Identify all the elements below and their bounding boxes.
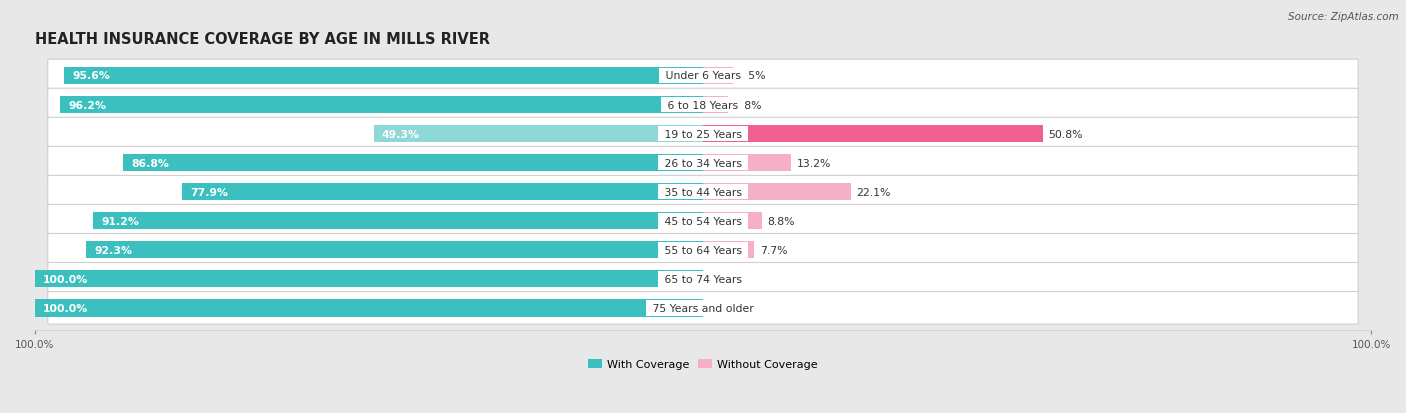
- FancyBboxPatch shape: [48, 60, 1358, 93]
- Text: 26 to 34 Years: 26 to 34 Years: [661, 158, 745, 168]
- Text: 0.0%: 0.0%: [709, 303, 737, 313]
- Text: 75 Years and older: 75 Years and older: [650, 303, 756, 313]
- Bar: [703, 68, 733, 85]
- FancyBboxPatch shape: [48, 89, 1358, 121]
- Text: 92.3%: 92.3%: [94, 245, 132, 255]
- FancyBboxPatch shape: [48, 176, 1358, 209]
- Text: 86.8%: 86.8%: [131, 158, 169, 168]
- Text: 13.2%: 13.2%: [797, 158, 831, 168]
- Bar: [60, 97, 703, 114]
- Bar: [86, 242, 703, 259]
- Text: 3.8%: 3.8%: [734, 100, 761, 110]
- Bar: [122, 154, 703, 172]
- Text: 22.1%: 22.1%: [856, 187, 890, 197]
- Text: 96.2%: 96.2%: [67, 100, 105, 110]
- Text: 4.5%: 4.5%: [738, 71, 766, 81]
- Bar: [703, 183, 851, 201]
- Legend: With Coverage, Without Coverage: With Coverage, Without Coverage: [583, 354, 823, 374]
- Text: HEALTH INSURANCE COVERAGE BY AGE IN MILLS RIVER: HEALTH INSURANCE COVERAGE BY AGE IN MILL…: [35, 31, 489, 46]
- Bar: [35, 299, 703, 317]
- Text: 100.0%: 100.0%: [42, 303, 89, 313]
- FancyBboxPatch shape: [48, 205, 1358, 237]
- FancyBboxPatch shape: [48, 147, 1358, 179]
- Text: 6 to 18 Years: 6 to 18 Years: [664, 100, 742, 110]
- Bar: [703, 126, 1042, 143]
- Text: 49.3%: 49.3%: [381, 129, 419, 139]
- Text: 35 to 44 Years: 35 to 44 Years: [661, 187, 745, 197]
- Text: Source: ZipAtlas.com: Source: ZipAtlas.com: [1288, 12, 1399, 22]
- Bar: [183, 183, 703, 201]
- Text: 65 to 74 Years: 65 to 74 Years: [661, 274, 745, 284]
- Bar: [93, 212, 703, 230]
- Text: 50.8%: 50.8%: [1047, 129, 1083, 139]
- Text: 7.7%: 7.7%: [759, 245, 787, 255]
- Text: 45 to 54 Years: 45 to 54 Years: [661, 216, 745, 226]
- Text: 77.9%: 77.9%: [190, 187, 228, 197]
- FancyBboxPatch shape: [48, 234, 1358, 266]
- Bar: [703, 242, 755, 259]
- Bar: [703, 97, 728, 114]
- Bar: [374, 126, 703, 143]
- Bar: [703, 212, 762, 230]
- Text: 0.0%: 0.0%: [709, 274, 737, 284]
- Text: 91.2%: 91.2%: [101, 216, 139, 226]
- Bar: [703, 154, 792, 172]
- Text: 19 to 25 Years: 19 to 25 Years: [661, 129, 745, 139]
- Text: Under 6 Years: Under 6 Years: [662, 71, 744, 81]
- FancyBboxPatch shape: [48, 292, 1358, 324]
- Text: 55 to 64 Years: 55 to 64 Years: [661, 245, 745, 255]
- FancyBboxPatch shape: [48, 118, 1358, 150]
- Text: 8.8%: 8.8%: [768, 216, 794, 226]
- Bar: [35, 271, 703, 288]
- Text: 95.6%: 95.6%: [72, 71, 110, 81]
- Bar: [65, 68, 703, 85]
- Text: 100.0%: 100.0%: [42, 274, 89, 284]
- FancyBboxPatch shape: [48, 263, 1358, 295]
